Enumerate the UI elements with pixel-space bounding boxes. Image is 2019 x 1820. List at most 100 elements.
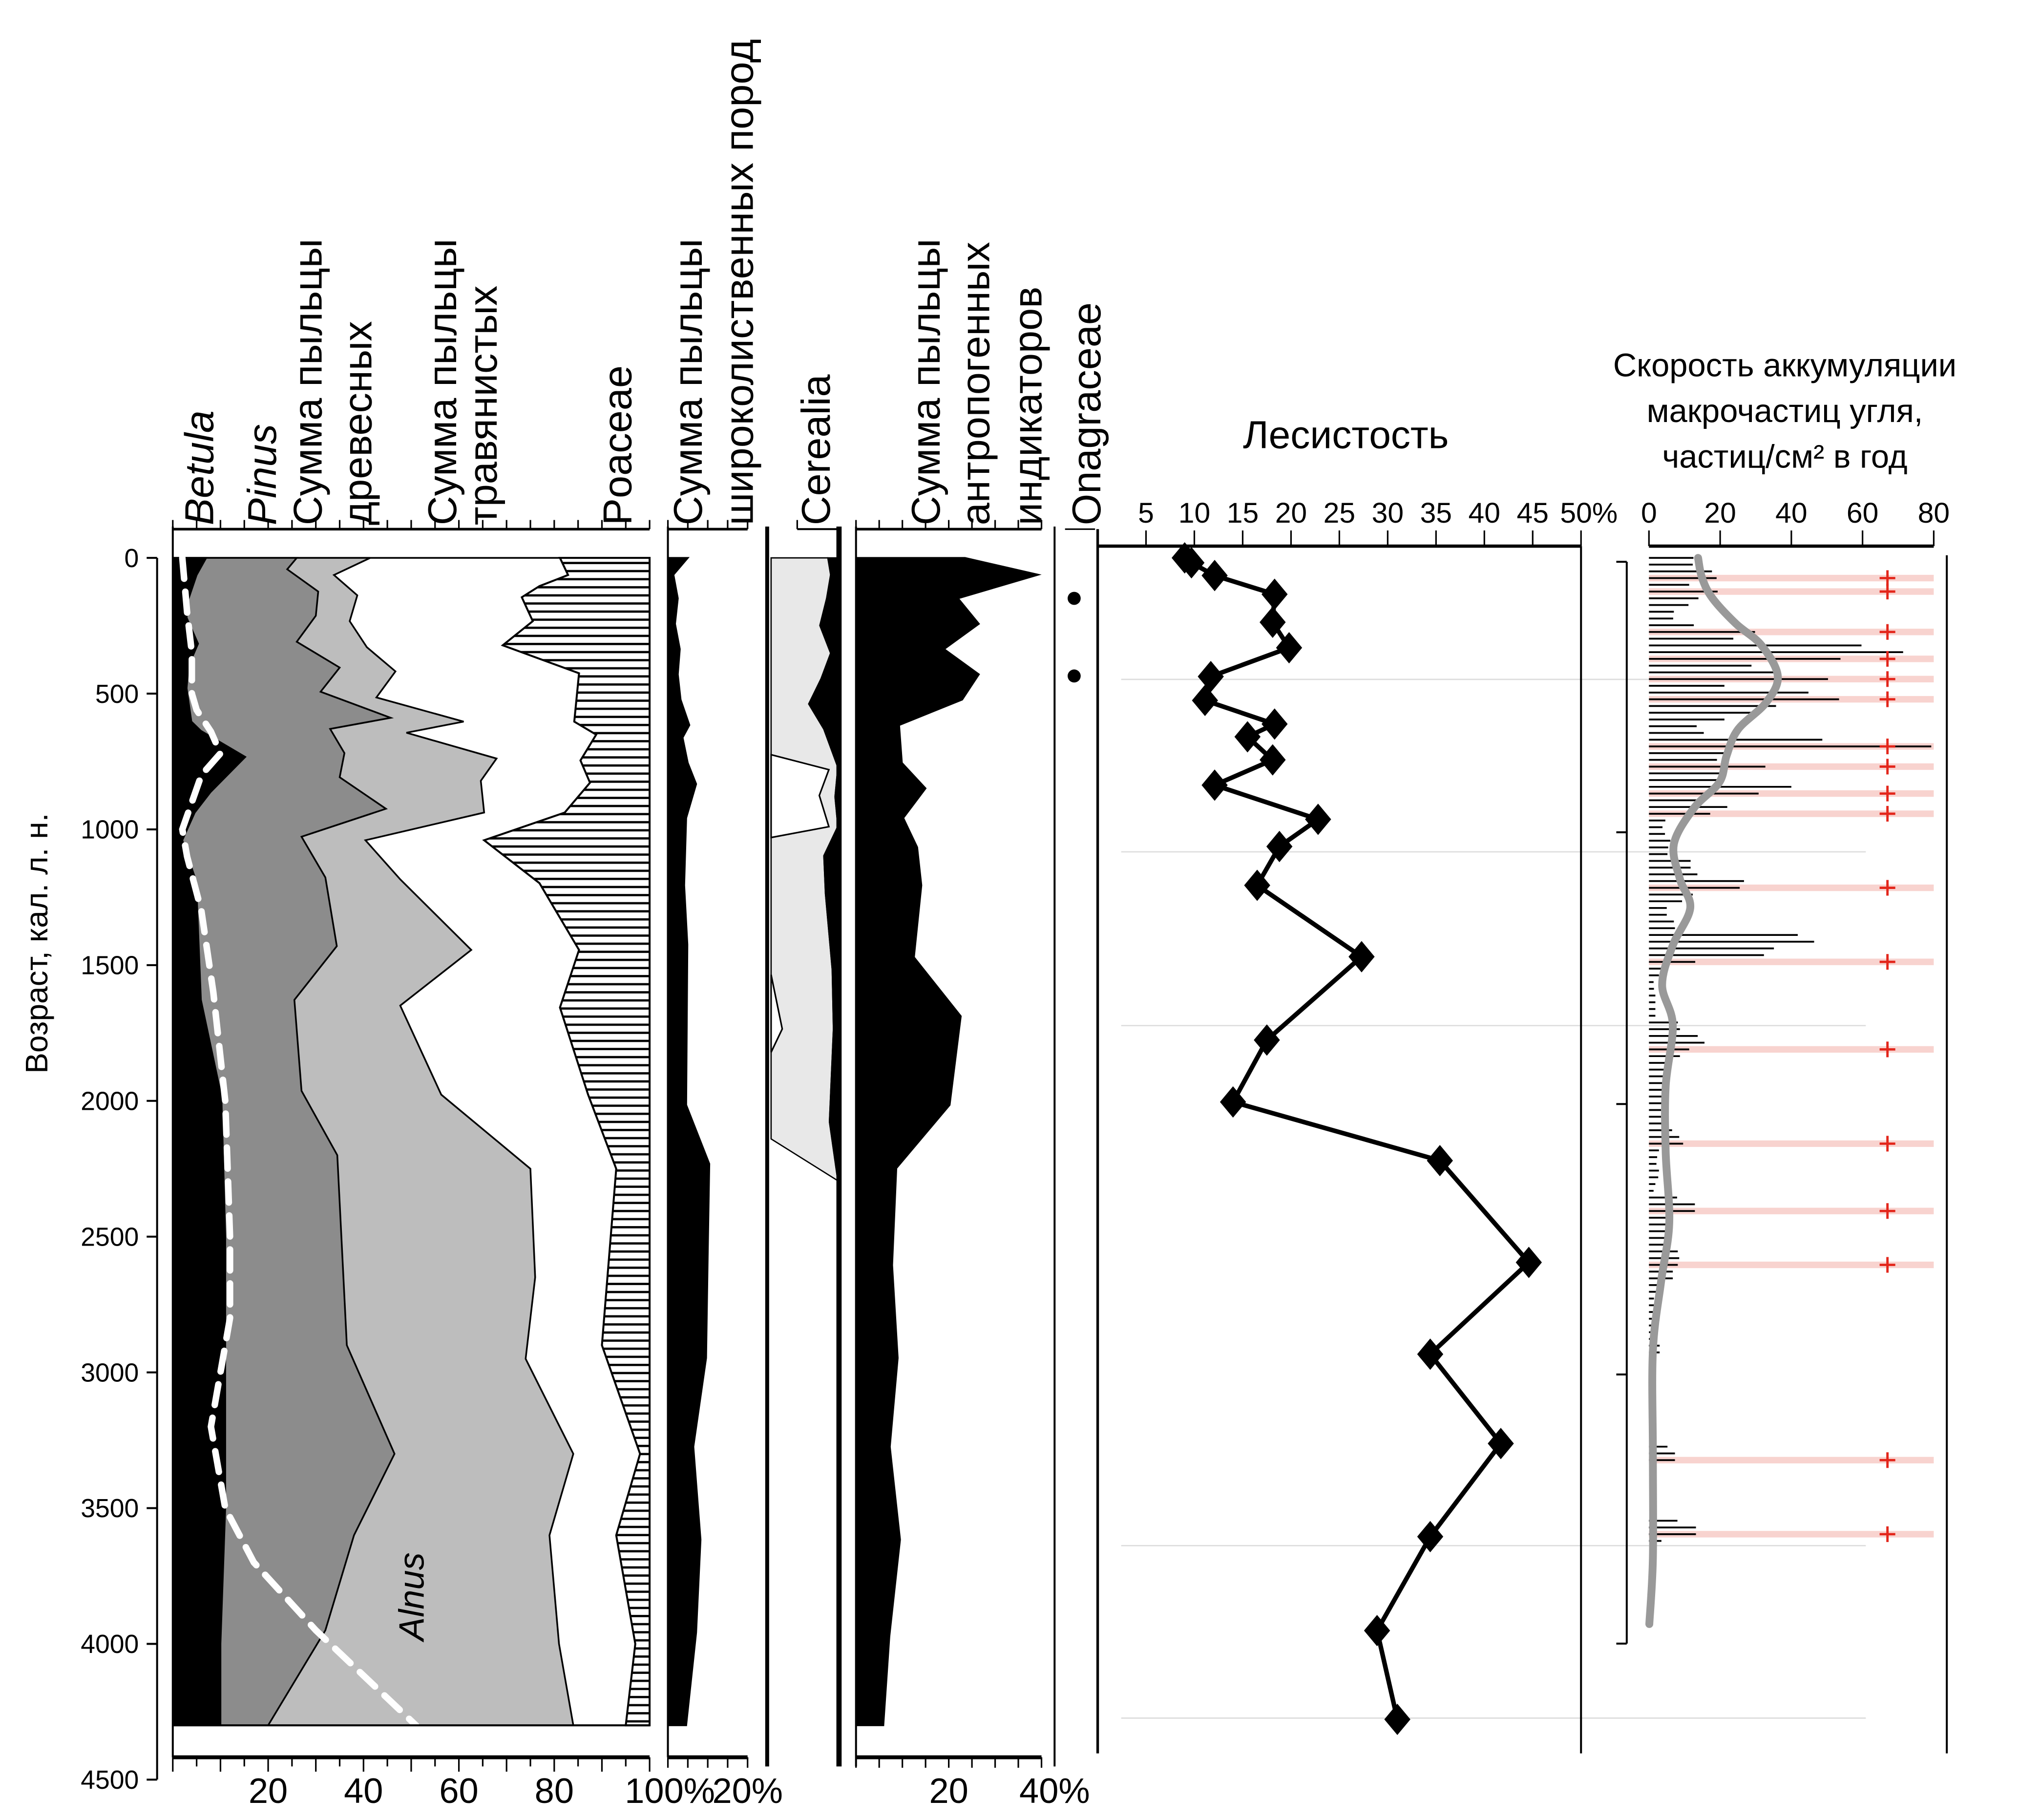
forest-tick-label: 30	[1372, 497, 1404, 529]
column-header: индикаторов	[1005, 287, 1051, 526]
forest-cover-point	[1262, 578, 1288, 610]
forest-cover-point	[1364, 1615, 1390, 1647]
anthropogenic-area	[855, 557, 1042, 1726]
column-header: Сумма пыльцы	[903, 239, 948, 526]
panel1-tick-label: 80	[535, 1772, 574, 1811]
forest-tick-label: 5	[1138, 497, 1154, 529]
age-tick-label: 1000	[81, 816, 139, 845]
forest-cover-point	[1192, 684, 1219, 717]
panel1-tick-label: 20	[249, 1772, 288, 1811]
panel4-tick-label: 20	[929, 1772, 968, 1811]
forest-cover-point	[1201, 769, 1228, 801]
charcoal-peak-band	[1649, 588, 1934, 595]
charcoal-tick-label: 40	[1775, 497, 1807, 529]
charcoal-peak-band	[1649, 1531, 1934, 1538]
charcoal-smooth-curve	[1645, 554, 1782, 1628]
charcoal-tick-label: 60	[1847, 497, 1878, 529]
charcoal-tick-label: 20	[1704, 497, 1736, 529]
forest-tick-label: 35	[1420, 497, 1452, 529]
forest-tick-label: 25	[1324, 497, 1355, 529]
forest-cover-point	[1417, 1338, 1444, 1370]
charcoal-tick-label: 80	[1918, 497, 1950, 529]
onagraceae-dot	[1068, 592, 1081, 605]
charcoal-peak-band	[1649, 884, 1934, 891]
age-tick-label: 4000	[81, 1630, 139, 1659]
forest-cover-point	[1262, 708, 1288, 740]
onagraceae-dot	[1068, 669, 1081, 683]
forest-cover-point	[1260, 606, 1286, 638]
column-header: древесных	[335, 321, 380, 525]
charcoal-peak-band	[1649, 1457, 1934, 1463]
broadleaf-area	[667, 557, 711, 1726]
column-header: антропогенных	[953, 242, 998, 525]
age-tick-label: 500	[95, 680, 139, 709]
forest-cover-point	[1260, 744, 1286, 776]
charcoal-title-line: частиц/см² в год	[1662, 439, 1907, 475]
charcoal-peak-band	[1649, 810, 1934, 817]
column-header: Betula	[177, 410, 222, 525]
pinus-area	[172, 557, 396, 1726]
age-tick-label: 0	[124, 544, 139, 573]
forest-cover-point	[1201, 560, 1228, 592]
column-header: Onagraceae	[1064, 302, 1109, 525]
panel1-tick-label: 40	[344, 1772, 383, 1811]
forest-cover-point	[1348, 941, 1375, 973]
forest-cover-point	[1220, 1086, 1246, 1118]
forest-tick-label: 45	[1517, 497, 1549, 529]
charcoal-tick-label: 0	[1641, 497, 1657, 529]
column-header: широколиственных пород	[716, 39, 761, 525]
age-tick-label: 2500	[81, 1223, 139, 1251]
cerealia-gap	[770, 974, 783, 1053]
charcoal-peak-band	[1649, 1261, 1934, 1269]
forest-cover-point	[1178, 547, 1205, 579]
panel1-tick-label: 100%	[625, 1772, 715, 1811]
column-header: Poaceae	[595, 365, 640, 525]
alnus-label: Alnus	[392, 1552, 431, 1643]
forest-cover-point	[1266, 830, 1293, 863]
charcoal-peak-band	[1649, 790, 1934, 797]
forest-cover-point	[1488, 1428, 1514, 1460]
age-tick-label: 1500	[81, 952, 139, 980]
forest-cover-point	[1515, 1247, 1542, 1278]
forest-cover-point	[1198, 660, 1224, 693]
column-header: Сумма пыльцы	[285, 239, 331, 526]
charcoal-peak-band	[1649, 958, 1934, 965]
cerealia-gap	[770, 754, 830, 839]
charcoal-peak-band	[1649, 629, 1934, 635]
forest-tick-label: 50%	[1560, 497, 1618, 529]
forest-tick-label: 40	[1469, 497, 1500, 529]
age-axis-title: Возраст, кал. л. н.	[19, 813, 54, 1074]
column-header: Cerealia	[793, 374, 839, 526]
panel4-tick-label: 40%	[1019, 1772, 1090, 1811]
age-tick-label: 4500	[81, 1766, 139, 1795]
charcoal-peak-band	[1649, 1140, 1934, 1147]
panel2-tick-label: 20%	[712, 1772, 783, 1811]
age-tick-label: 2000	[81, 1087, 139, 1116]
forest-cover-point	[1417, 1521, 1444, 1552]
forest-tick-label: 15	[1227, 497, 1259, 529]
column-header: Pinus	[239, 424, 285, 525]
forest-cover-point	[1384, 1703, 1410, 1735]
column-header: травянистых	[460, 286, 505, 526]
forest-cover-point	[1305, 804, 1331, 835]
charcoal-title-line: макрочастиц угля,	[1647, 393, 1923, 429]
charcoal-peak-band	[1649, 574, 1934, 582]
forest-tick-label: 20	[1275, 497, 1307, 529]
column-header: Сумма пыльцы	[420, 239, 465, 526]
age-tick-label: 3500	[81, 1494, 139, 1523]
poaceae-area	[482, 557, 651, 1727]
panel1-tick-label: 60	[439, 1772, 478, 1811]
column-header: Сумма пыльцы	[665, 239, 711, 526]
forest-cover-point	[1234, 721, 1261, 753]
charcoal-title-line: Скорость аккумуляции	[1613, 347, 1956, 383]
forest-tick-label: 10	[1178, 497, 1210, 529]
charcoal-peak-band	[1649, 1207, 1934, 1214]
age-tick-label: 3000	[81, 1358, 139, 1387]
forest-cover-point	[1244, 869, 1270, 901]
forest-cover-point	[1254, 1024, 1280, 1056]
alnus-dashed-curve	[179, 554, 420, 1729]
forest-cover-title: Лесистость	[1243, 413, 1449, 457]
charcoal-peak-band	[1649, 1046, 1934, 1053]
forest-cover-point	[1276, 632, 1303, 664]
